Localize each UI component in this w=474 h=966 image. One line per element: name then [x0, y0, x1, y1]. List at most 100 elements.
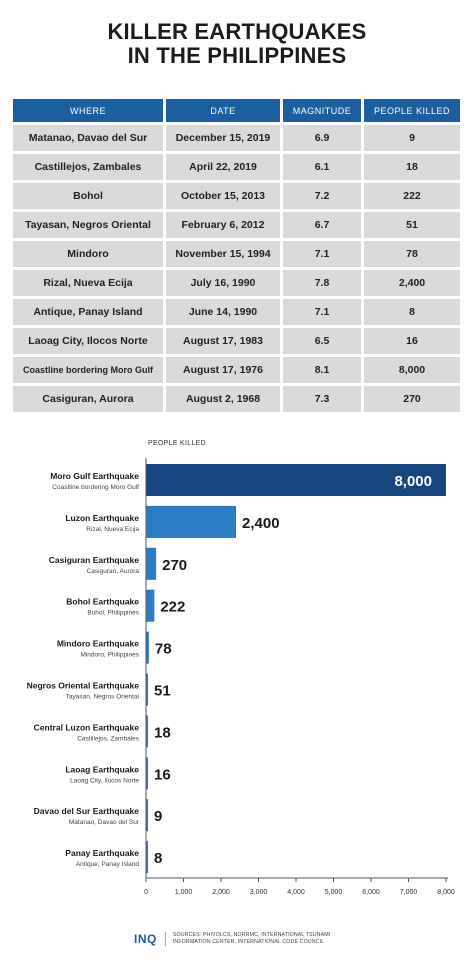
cell-killed: 18: [364, 154, 460, 180]
cell-where: Antique, Panay Island: [13, 299, 163, 325]
category-label: Moro Gulf Earthquake: [50, 471, 139, 481]
cell-where: Rizal, Nueva Ecija: [13, 270, 163, 296]
cell-where: Tayasan, Negros Oriental: [13, 212, 163, 238]
cell-date: April 22, 2019: [166, 154, 280, 180]
category-sublabel: Laoag City, Ilocos Norte: [70, 777, 139, 784]
data-label: 16: [154, 766, 171, 783]
category-sublabel: Tayasan, Negros Oriental: [66, 694, 140, 701]
cell-magnitude: 6.7: [283, 212, 361, 238]
category-sublabel: Antique, Panay Island: [76, 861, 140, 868]
table-row: Casiguran, Aurora August 2, 1968 7.3 270: [13, 386, 460, 412]
bar: [146, 841, 148, 874]
cell-magnitude: 6.1: [283, 154, 361, 180]
data-label: 222: [160, 599, 185, 616]
title-line-1: KILLER EARTHQUAKES: [107, 19, 367, 44]
cell-killed: 270: [364, 386, 460, 412]
data-label: 51: [154, 683, 171, 700]
sources-line-1: SOURCES: PHIVOLCS, NORRMC, INTERNATIONAL…: [172, 932, 331, 938]
table-row: Mindoro November 15, 1994 7.1 78: [13, 241, 460, 267]
cell-date: December 15, 2019: [166, 125, 280, 151]
cell-date: November 15, 1994: [166, 241, 280, 267]
cell-magnitude: 7.2: [283, 183, 361, 209]
category-label: Laoag Earthquake: [65, 764, 139, 774]
x-tick-label: 6,000: [362, 889, 380, 896]
cell-killed: 16: [364, 328, 460, 354]
cell-date: August 17, 1983: [166, 328, 280, 354]
category-label: Casiguran Earthquake: [49, 555, 139, 565]
cell-where: Castillejos, Zambales: [13, 154, 163, 180]
cell-date: July 16, 1990: [166, 270, 280, 296]
cell-date: October 15, 2013: [166, 183, 280, 209]
sources-line-2: INFORMATION CENTER, INTERNATIONAL CODE C…: [172, 939, 325, 945]
bar: [146, 505, 236, 538]
cell-magnitude: 6.5: [283, 328, 361, 354]
cell-magnitude: 7.8: [283, 270, 361, 296]
cell-magnitude: 6.9: [283, 125, 361, 151]
category-sublabel: Castillejos, Zambales: [77, 735, 140, 742]
table-row: Matanao, Davao del Sur December 15, 2019…: [13, 125, 460, 151]
cell-killed: 51: [364, 212, 460, 238]
x-tick-label: 1,000: [175, 889, 193, 896]
table-row: Tayasan, Negros Oriental February 6, 201…: [13, 212, 460, 238]
category-sublabel: Casiguran, Aurora: [87, 568, 140, 575]
table-row: Laoag City, Ilocos Norte August 17, 1983…: [13, 328, 460, 354]
data-label: 270: [162, 557, 187, 574]
sources-note: SOURCES: PHIVOLCS, NORRMC, INTERNATIONAL…: [173, 932, 363, 946]
x-tick-label: 3,000: [250, 889, 268, 896]
data-label: 9: [154, 808, 162, 825]
category-sublabel: Coastline bordering Moro Gulf: [52, 484, 139, 491]
bar: [146, 673, 148, 706]
cell-where: Coastline bordering Moro Gulf: [13, 357, 163, 383]
title-line-2: IN THE PHILIPPINES: [127, 43, 347, 68]
category-sublabel: Matanao, Davao del Sur: [69, 819, 140, 826]
data-label: 8: [154, 850, 162, 867]
cell-date: February 6, 2012: [166, 212, 280, 238]
category-sublabel: Bohol, Philippines: [87, 610, 139, 617]
cell-killed: 9: [364, 125, 460, 151]
table-row: Rizal, Nueva Ecija July 16, 1990 7.8 2,4…: [13, 270, 460, 296]
cell-where: Laoag City, Ilocos Norte: [13, 328, 163, 354]
x-tick-label: 8,000: [437, 889, 455, 896]
cell-magnitude: 8.1: [283, 357, 361, 383]
category-label: Panay Earthquake: [65, 848, 139, 858]
x-tick-label: 5,000: [325, 889, 343, 896]
category-label: Davao del Sur Earthquake: [34, 806, 140, 816]
x-tick-label: 0: [144, 889, 148, 896]
table-row: Castillejos, Zambales April 22, 2019 6.1…: [13, 154, 460, 180]
bar: [146, 631, 149, 664]
x-tick-label: 7,000: [400, 889, 418, 896]
bar: [146, 757, 148, 790]
category-sublabel: Mindoro, Philippines: [80, 652, 139, 659]
cell-where: Bohol: [13, 183, 163, 209]
category-label: Negros Oriental Earthquake: [27, 681, 140, 691]
data-label: 78: [155, 641, 172, 658]
header-people-killed: PEOPLE KILLED: [364, 99, 460, 122]
table-header-row: WHERE DATE MAGNITUDE PEOPLE KILLED: [13, 99, 460, 122]
page-title: KILLER EARTHQUAKES IN THE PHILIPPINES: [0, 20, 474, 68]
x-tick-label: 4,000: [287, 889, 305, 896]
data-label: 2,400: [242, 515, 280, 532]
category-sublabel: Rizal, Nueva Ecija: [86, 526, 139, 533]
cell-killed: 78: [364, 241, 460, 267]
cell-where: Casiguran, Aurora: [13, 386, 163, 412]
data-label: 18: [154, 724, 171, 741]
table-row: Antique, Panay Island June 14, 1990 7.1 …: [13, 299, 460, 325]
bar: [146, 715, 148, 748]
cell-date: June 14, 1990: [166, 299, 280, 325]
cell-magnitude: 7.3: [283, 386, 361, 412]
bar: [146, 799, 148, 832]
cell-killed: 8: [364, 299, 460, 325]
header-date: DATE: [166, 99, 280, 122]
cell-killed: 8,000: [364, 357, 460, 383]
cell-killed: 2,400: [364, 270, 460, 296]
table-row: Coastline bordering Moro Gulf August 17,…: [13, 357, 460, 383]
chart-axis-title: PEOPLE KILLED: [148, 440, 206, 447]
earthquake-table: WHERE DATE MAGNITUDE PEOPLE KILLED Matan…: [10, 96, 463, 415]
category-label: Bohol Earthquake: [66, 597, 139, 607]
cell-magnitude: 7.1: [283, 299, 361, 325]
cell-where: Matanao, Davao del Sur: [13, 125, 163, 151]
footer: INQ SOURCES: PHIVOLCS, NORRMC, INTERNATI…: [134, 928, 363, 950]
inq-logo: INQ: [134, 932, 166, 946]
bar: [146, 547, 157, 580]
cell-killed: 222: [364, 183, 460, 209]
